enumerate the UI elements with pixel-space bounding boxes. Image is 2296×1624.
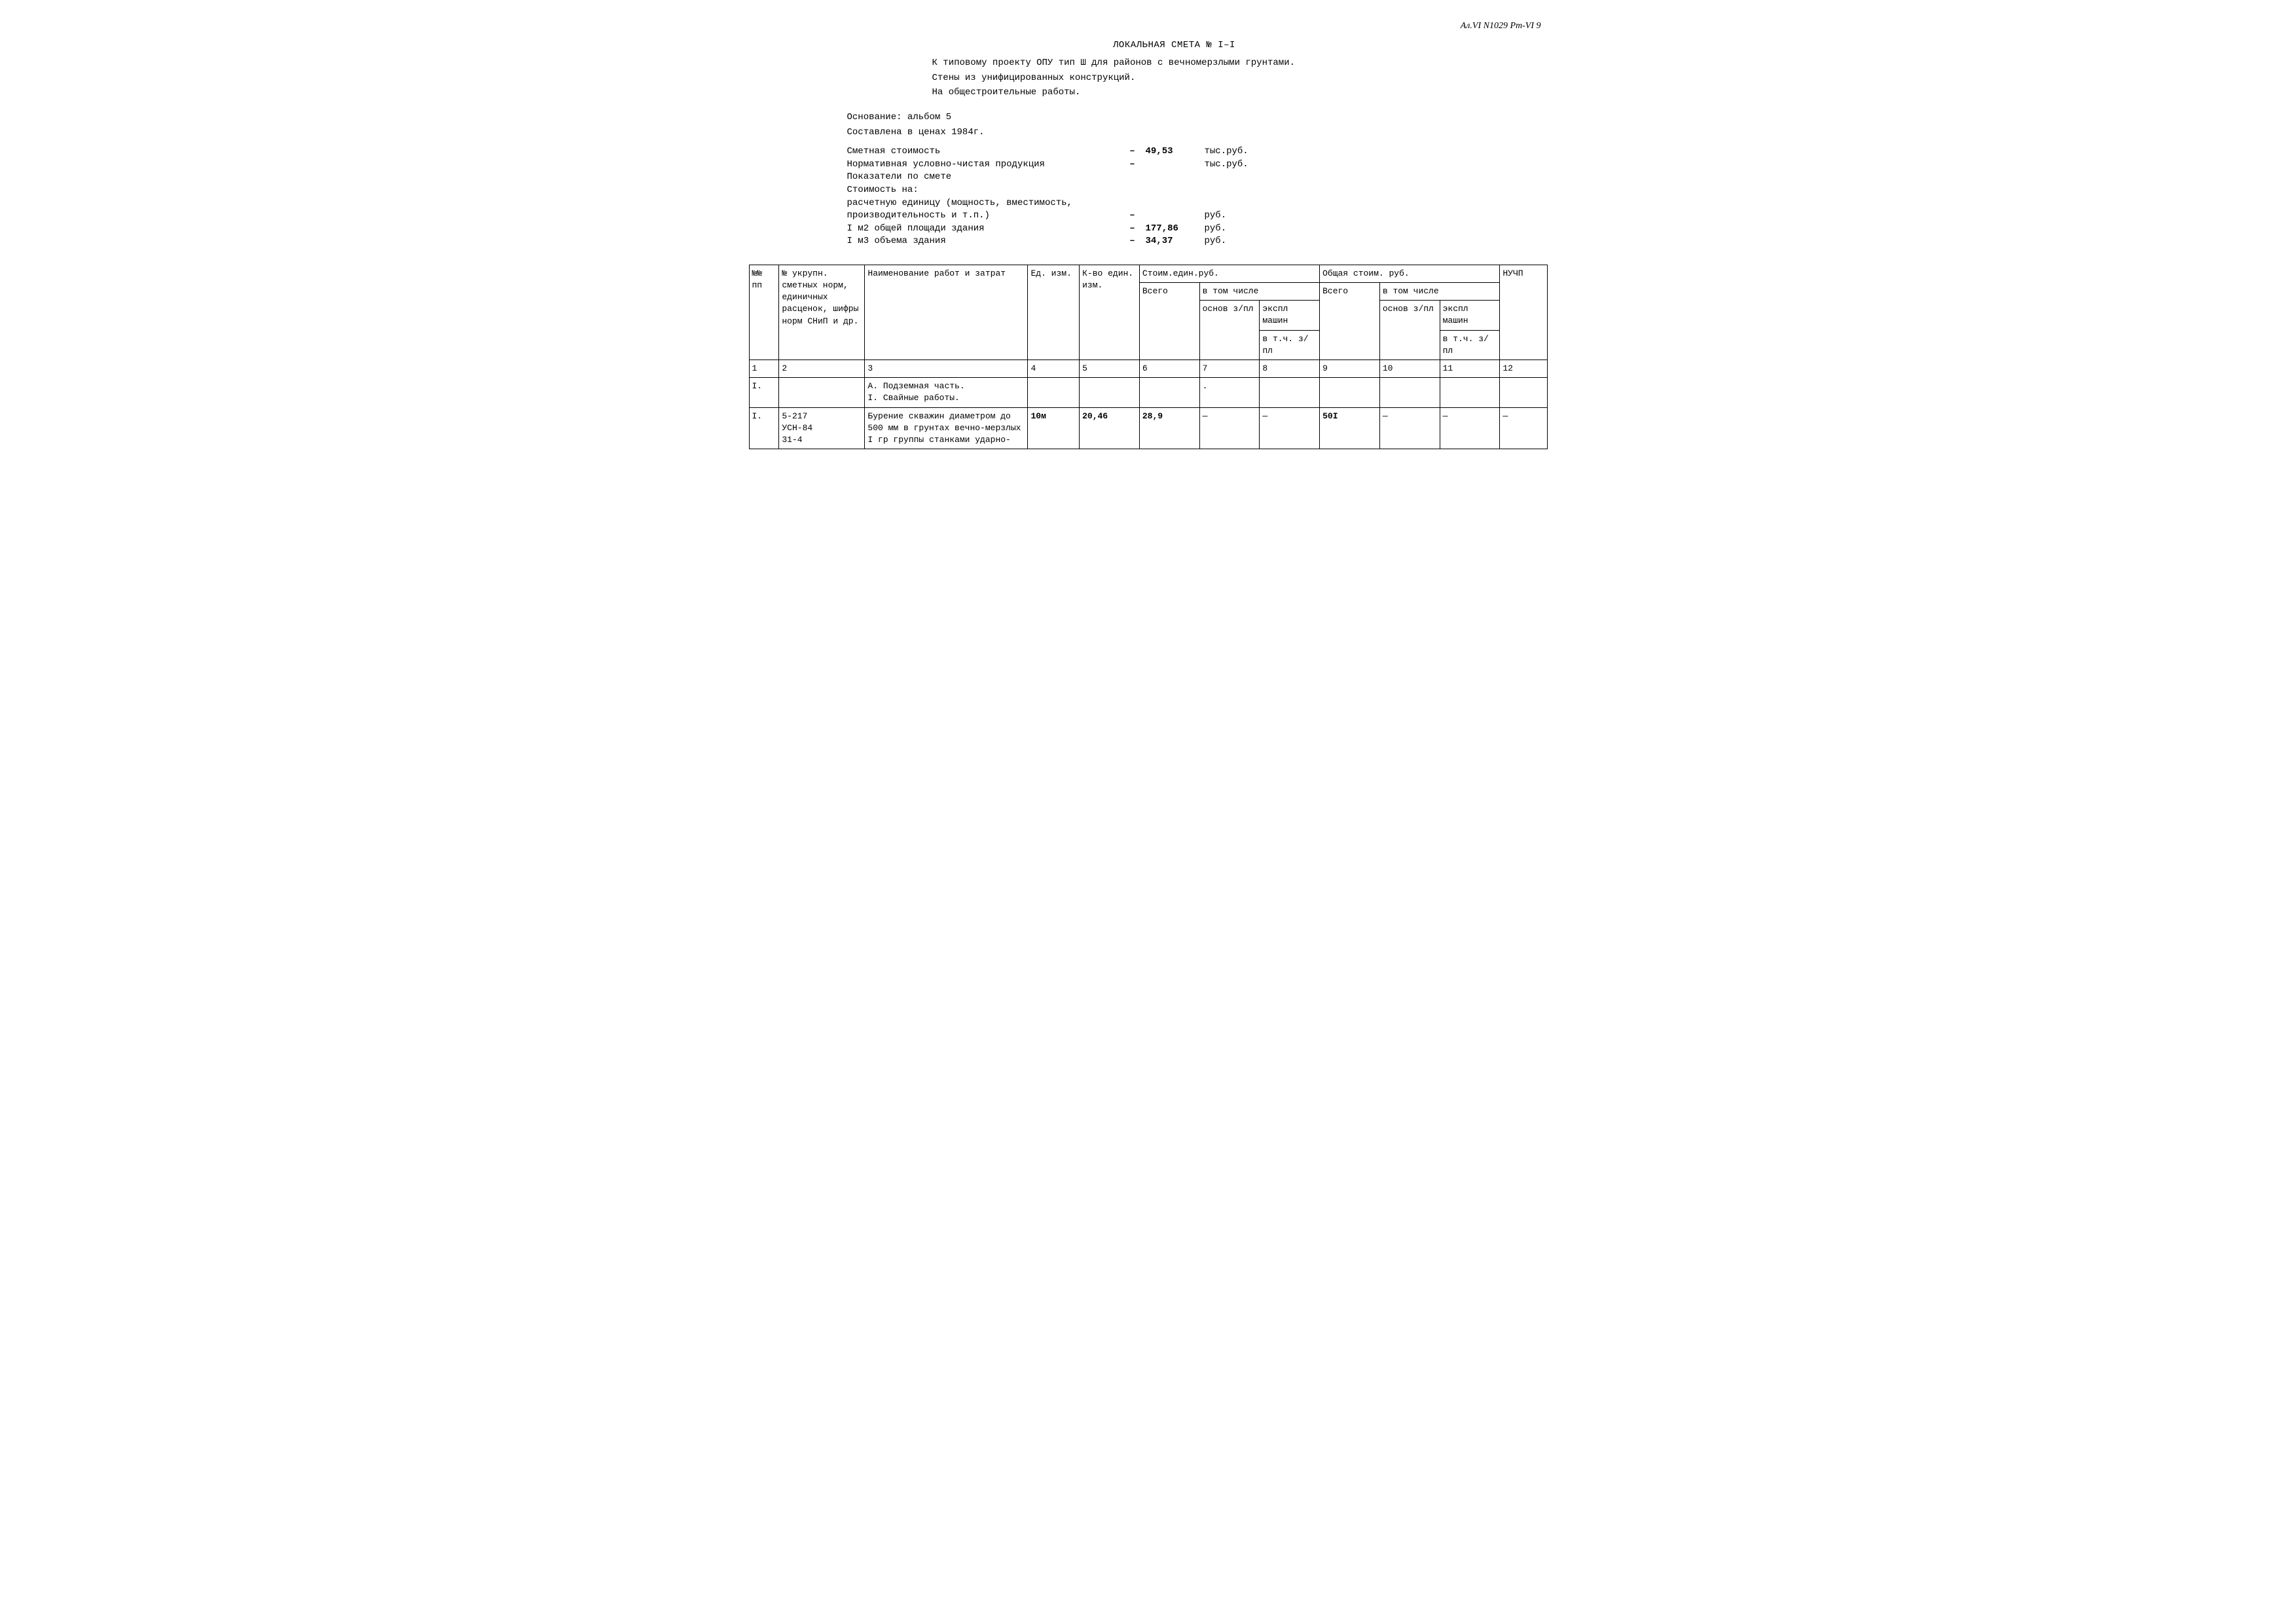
summary-row: расчетную единицу (мощность, вместимость… [847, 197, 1548, 210]
cell-c11 [1440, 378, 1500, 407]
summary-value: 34,37 [1143, 235, 1205, 248]
cell-c10: — [1379, 407, 1440, 449]
cell-c8 [1260, 378, 1320, 407]
cell-name: Бурение скважин диаметром до 500 мм в гр… [865, 407, 1028, 449]
colnum: 10 [1379, 360, 1440, 378]
summary-value: 49,53 [1143, 145, 1205, 158]
th-osnov-1: основ з/пл [1199, 301, 1260, 360]
basis-block: Основание: альбом 5 Составлена в ценах 1… [847, 111, 1548, 139]
summary-label: I м2 общей площади здания [847, 223, 1122, 236]
th-incl-1: в том числе [1199, 283, 1320, 301]
table-row: I. А. Подземная часть.I. Свайные работы.… [749, 378, 1547, 407]
table-header: №№ пп № укрупн. сметных норм, единичных … [749, 265, 1547, 377]
cell-unit [1028, 378, 1080, 407]
doc-title: ЛОКАЛЬНАЯ СМЕТА № I–I [801, 39, 1548, 52]
cell-c12: — [1500, 407, 1547, 449]
th-total-cost: Общая стоим. руб. [1320, 265, 1500, 282]
colnum: 8 [1260, 360, 1320, 378]
summary-label: Стоимость на: [847, 184, 1122, 197]
cell-unit: 10м [1028, 407, 1080, 449]
th-vtch-2: в т.ч. з/пл [1440, 330, 1500, 360]
th-ekspl-2: экспл машин [1440, 301, 1500, 330]
cell-name: А. Подземная часть.I. Свайные работы. [865, 378, 1028, 407]
summary-unit: тыс.руб. [1205, 145, 1264, 158]
colnum: 4 [1028, 360, 1080, 378]
doc-code: Ал.VI N1029 Рт-VI 9 [749, 20, 1548, 33]
th-vsego-1: Всего [1139, 283, 1199, 360]
colnum: 12 [1500, 360, 1547, 378]
th-code: № укрупн. сметных норм, единичных расцен… [779, 265, 865, 360]
intro-line-0: К типовому проекту ОПУ тип Ш для районов… [932, 57, 1548, 70]
cell-qty: 20,46 [1080, 407, 1140, 449]
th-pp: №№ пп [749, 265, 779, 360]
cell-c11: — [1440, 407, 1500, 449]
th-unit-cost: Стоим.един.руб. [1139, 265, 1319, 282]
cell-c6: 28,9 [1139, 407, 1199, 449]
cell-c9: 50I [1320, 407, 1380, 449]
summary-label: I м3 объема здания [847, 235, 1122, 248]
th-osnov-2: основ з/пл [1379, 301, 1440, 360]
summary-row: I м3 объема здания – 34,37 руб. [847, 235, 1548, 248]
th-vsego-2: Всего [1320, 283, 1380, 360]
colnum: 11 [1440, 360, 1500, 378]
colnum: 3 [865, 360, 1028, 378]
colnum: 9 [1320, 360, 1380, 378]
colnum: 6 [1139, 360, 1199, 378]
th-vtch-1: в т.ч. з/пл [1260, 330, 1320, 360]
th-name: Наименование работ и затрат [865, 265, 1028, 360]
cell-qty [1080, 378, 1140, 407]
th-qty: К-во един. изм. [1080, 265, 1140, 360]
summary-label: Нормативная условно-чистая продукция [847, 158, 1122, 172]
summary-dash: – [1122, 235, 1143, 248]
summary-label: расчетную единицу (мощность, вместимость… [847, 197, 1122, 210]
cell-c9 [1320, 378, 1380, 407]
table-row: I. 5-217УСН-8431-4 Бурение скважин диаме… [749, 407, 1547, 449]
cell-code: 5-217УСН-8431-4 [779, 407, 865, 449]
intro-line-2: На общестроительные работы. [932, 86, 1548, 100]
cell-c12 [1500, 378, 1547, 407]
summary-label: Сметная стоимость [847, 145, 1122, 158]
summary-dash: – [1122, 158, 1143, 172]
cell-c6 [1139, 378, 1199, 407]
colnum: 1 [749, 360, 779, 378]
cell-c8: — [1260, 407, 1320, 449]
estimate-table: №№ пп № укрупн. сметных норм, единичных … [749, 265, 1548, 449]
th-ekspl-1: экспл машин [1260, 301, 1320, 330]
cell-pp: I. [749, 407, 779, 449]
basis-line-0: Основание: альбом 5 [847, 111, 1548, 124]
th-unit: Ед. изм. [1028, 265, 1080, 360]
basis-line-1: Составлена в ценах 1984г. [847, 126, 1548, 139]
summary-label: Показатели по смете [847, 171, 1122, 184]
summary-row: Стоимость на: [847, 184, 1548, 197]
cell-c7: — [1199, 407, 1260, 449]
summary-dash: – [1122, 145, 1143, 158]
th-nuchp: НУЧП [1500, 265, 1547, 360]
col-number-row: 1 2 3 4 5 6 7 8 9 10 11 12 [749, 360, 1547, 378]
header-block: ЛОКАЛЬНАЯ СМЕТА № I–I К типовому проекту… [932, 39, 1548, 100]
summary-unit: руб. [1205, 223, 1264, 236]
colnum: 7 [1199, 360, 1260, 378]
summary-row: Нормативная условно-чистая продукция – т… [847, 158, 1548, 172]
summary-value: 177,86 [1143, 223, 1205, 236]
summary-row: I м2 общей площади здания – 177,86 руб. [847, 223, 1548, 236]
summary-row: Показатели по смете [847, 171, 1548, 184]
summary-unit: тыс.руб. [1205, 158, 1264, 172]
intro-line-1: Стены из унифицированных конструкций. [932, 72, 1548, 85]
th-incl-2: в том числе [1379, 283, 1500, 301]
summary-label: производительность и т.п.) [847, 210, 1122, 223]
cell-pp: I. [749, 378, 779, 407]
cell-c10 [1379, 378, 1440, 407]
cell-c7: . [1199, 378, 1260, 407]
summary-dash: – [1122, 210, 1143, 223]
colnum: 5 [1080, 360, 1140, 378]
summary-unit: руб. [1205, 235, 1264, 248]
summary-row: производительность и т.п.) – руб. [847, 210, 1548, 223]
summary-unit: руб. [1205, 210, 1264, 223]
summary-dash: – [1122, 223, 1143, 236]
colnum: 2 [779, 360, 865, 378]
summary-row: Сметная стоимость – 49,53 тыс.руб. [847, 145, 1548, 158]
summary-block: Сметная стоимость – 49,53 тыс.руб. Норма… [847, 145, 1548, 248]
cell-code [779, 378, 865, 407]
